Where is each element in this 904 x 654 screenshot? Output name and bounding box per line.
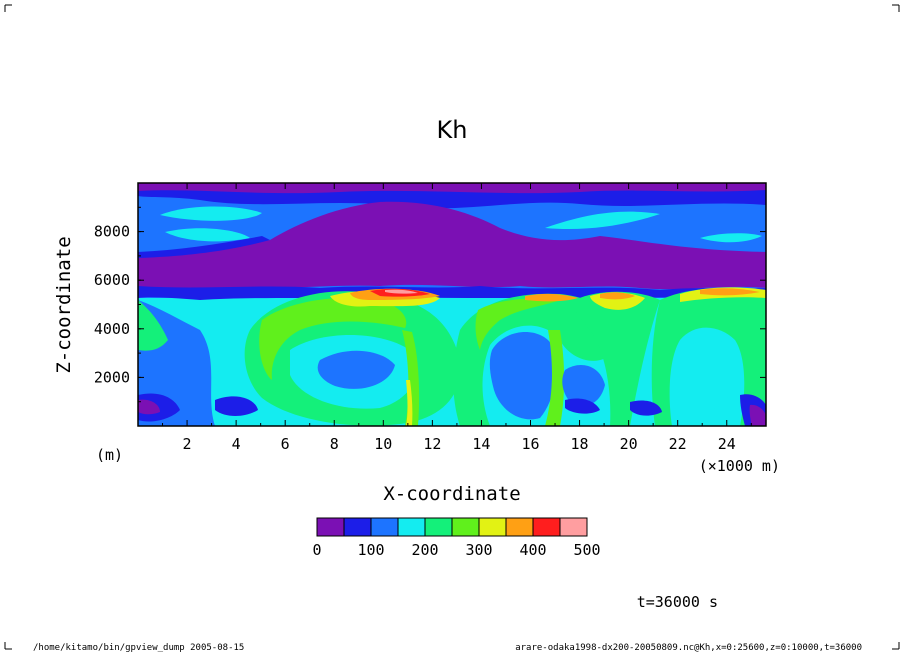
colorbar-label: 300: [465, 541, 492, 559]
plume-1-yellowgreen: [259, 297, 407, 380]
plume-4-green: [651, 288, 766, 426]
plume-2-top-orange: [525, 293, 578, 302]
colorbar-swatch: [505, 517, 534, 537]
x-tick-label: 20: [620, 435, 638, 453]
plume-1-top-pink: [385, 289, 418, 294]
plume-2-green: [453, 293, 616, 426]
violet-band: [138, 201, 766, 290]
y-tick-label: 4000: [94, 320, 130, 338]
upper-cyan-blob-2: [165, 228, 250, 242]
plume-4-orange: [700, 288, 760, 296]
plume-4-bottom-violet: [749, 404, 766, 426]
colorbar-label: 400: [519, 541, 546, 559]
colorbar-swatch: [343, 517, 372, 537]
footer-left: /home/kitamo/bin/gpview_dump 2005-08-15: [33, 643, 244, 653]
colorbar-swatch: [316, 517, 345, 537]
colorbar-label: 500: [573, 541, 600, 559]
y-axis-label: Z-coordinate: [53, 236, 75, 373]
lower-left-green: [138, 300, 168, 351]
plume-2-stem: [545, 330, 565, 426]
upper-dark-edge: [138, 236, 270, 258]
x-unit-right: (×1000 m): [699, 457, 780, 475]
time-label: t=36000 s: [637, 593, 718, 611]
x-axis-label: X-coordinate: [383, 483, 520, 505]
colorbar: 0 100 200 300 400 500: [312, 517, 601, 559]
x-tick-label: 16: [521, 435, 539, 453]
x-tick-label: 2: [183, 435, 192, 453]
colorbar-swatch: [424, 517, 453, 537]
bottom-dark-3: [630, 400, 662, 416]
x-tick-label: 10: [374, 435, 392, 453]
plume-3-blue: [562, 365, 605, 406]
lower-left-violet: [138, 399, 160, 415]
x-tick-label: 18: [571, 435, 589, 453]
footer-right: arare-odaka1998-dx200-20050809.nc@Kh,x=0…: [515, 643, 862, 653]
plume-3-orange: [600, 292, 635, 300]
x-tick-label: 12: [423, 435, 441, 453]
x-tick-label: 22: [669, 435, 687, 453]
upper-cyan-blob-1: [160, 206, 262, 221]
bottom-dark-2: [565, 398, 600, 414]
contour-field: [138, 183, 766, 426]
y-tick-label: 8000: [94, 223, 130, 241]
x-tick-label: 4: [232, 435, 241, 453]
colorbar-swatch: [559, 517, 588, 537]
plume-1-stem-core: [406, 380, 413, 426]
colorbar-swatch: [478, 517, 507, 537]
colorbar-swatch: [451, 517, 480, 537]
x-axis: 2 4 6 8 10 12 14 16 18 20 22 24: [162, 183, 752, 453]
upper-cyan-blob-3: [545, 211, 660, 230]
plume-2-blue-pocket: [489, 332, 556, 420]
bottom-dark-1: [215, 396, 258, 416]
y-axis: 2000 4000 6000 8000: [94, 206, 766, 403]
colorbar-swatch: [370, 517, 399, 537]
x-tick-label: 8: [330, 435, 339, 453]
colorbar-label: 0: [312, 541, 321, 559]
plume-4-cyan: [684, 339, 737, 410]
upper-cyan-blob-4: [700, 233, 762, 243]
y-tick-label: 2000: [94, 368, 130, 386]
colorbar-label: 100: [357, 541, 384, 559]
plume-3-green: [574, 291, 660, 426]
colorbar-label: 200: [411, 541, 438, 559]
chart-title: Kh: [437, 116, 468, 144]
x-tick-label: 6: [281, 435, 290, 453]
plume-1-stem: [402, 330, 420, 426]
x-tick-label: 14: [472, 435, 490, 453]
plume-1-blue-core: [317, 350, 395, 389]
x-unit-left: (m): [96, 446, 123, 464]
corner-marks: [4, 4, 900, 650]
x-tick-label: 24: [718, 435, 736, 453]
colorbar-swatch: [532, 517, 561, 537]
colorbar-swatch: [397, 517, 426, 537]
plume-2-yellowgreen: [475, 298, 560, 350]
upper-violet-strip: [138, 183, 766, 194]
y-tick-label: 6000: [94, 271, 130, 289]
